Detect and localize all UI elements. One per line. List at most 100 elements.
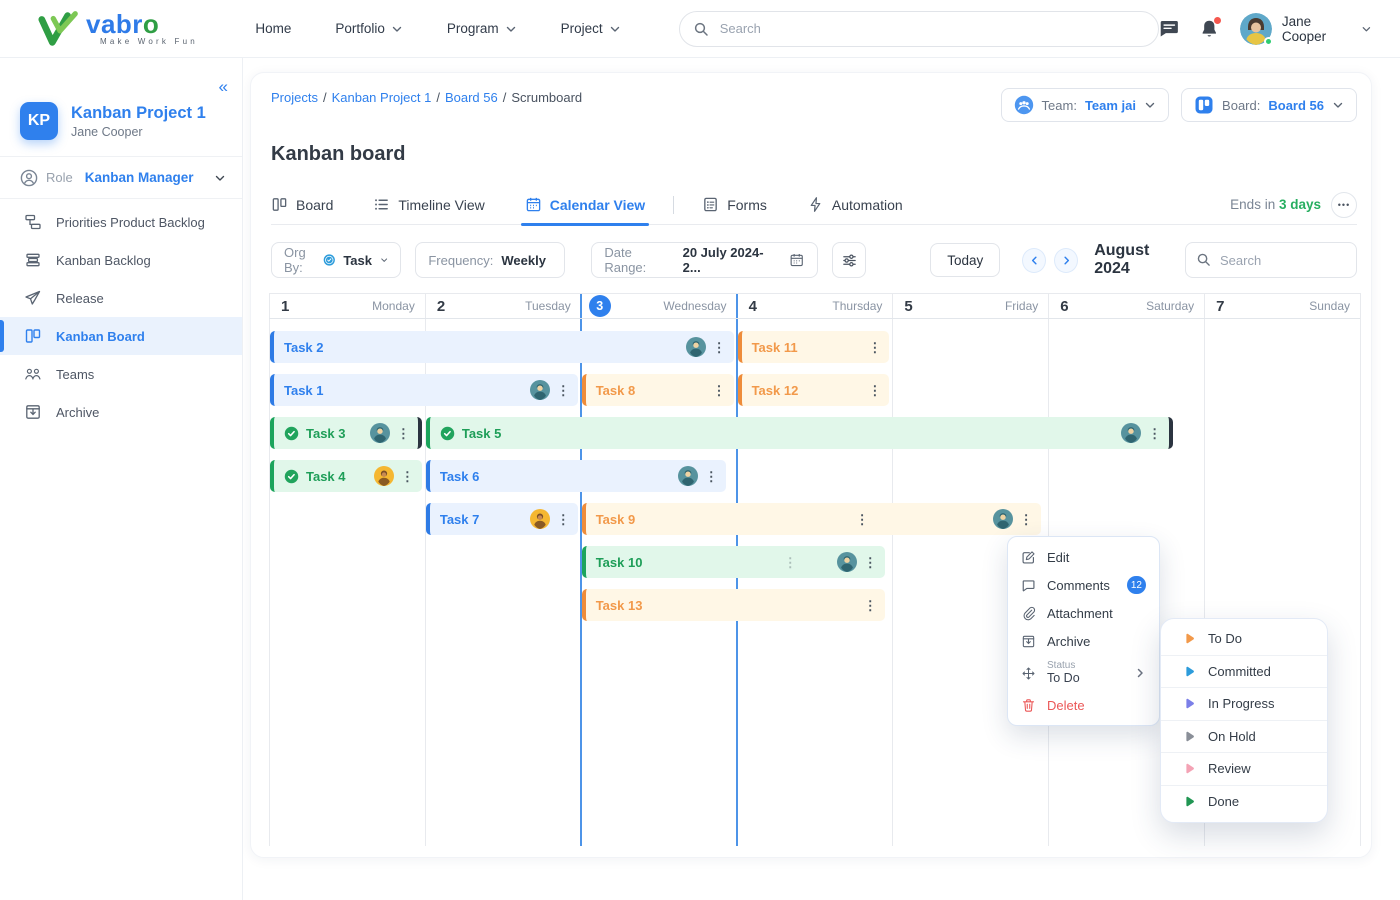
next-week-button[interactable] (1054, 247, 1079, 273)
context-menu-delete[interactable]: Delete (1008, 691, 1159, 719)
sidebar-item-teams[interactable]: Teams (0, 355, 242, 393)
status-option-in-progress[interactable]: In Progress (1161, 688, 1327, 721)
task-menu-icon[interactable]: ⋮ (1148, 425, 1162, 441)
user-menu[interactable]: Jane Cooper (1239, 12, 1372, 46)
task-menu-icon[interactable]: ⋮ (863, 554, 877, 570)
task-menu-icon[interactable]: ⋮ (400, 468, 414, 484)
tab-timeline-view[interactable]: Timeline View (373, 185, 485, 225)
task-title: Task 13 (595, 597, 643, 613)
sidebar-item-priorities-product-backlog[interactable]: Priorities Product Backlog (0, 203, 242, 241)
sidebar-item-kanban-backlog[interactable]: Kanban Backlog (0, 241, 242, 279)
task-title: Task 6 (439, 468, 480, 484)
task-bar-task-12[interactable]: Task 12 ⋮ (737, 374, 890, 406)
task-menu-icon[interactable]: ⋮ (868, 339, 882, 355)
breadcrumb-kanban-project-1[interactable]: Kanban Project 1 (331, 90, 432, 105)
tab-calendar-view[interactable]: Calendar View (520, 185, 650, 226)
today-button[interactable]: Today (930, 243, 1001, 277)
task-menu-icon[interactable]: ⋮ (868, 382, 882, 398)
edit-icon (1021, 550, 1036, 565)
global-search-input[interactable] (678, 10, 1159, 47)
task-menu-icon[interactable]: ⋮ (712, 382, 726, 398)
sidebar-collapse-icon[interactable]: « (218, 77, 228, 96)
context-menu-status[interactable]: Status To Do (1008, 655, 1159, 691)
sidebar-item-archive[interactable]: Archive (0, 393, 242, 431)
board-value: Board 56 (1268, 97, 1324, 113)
context-menu-edit[interactable]: Edit (1008, 543, 1159, 571)
task-menu-icon[interactable]: ⋮ (863, 597, 877, 613)
status-option-committed[interactable]: Committed (1161, 656, 1327, 688)
previous-week-button[interactable] (1022, 247, 1047, 273)
breadcrumb-board-56[interactable]: Board 56 (444, 90, 498, 105)
context-menu-attachment[interactable]: Attachment (1008, 599, 1159, 627)
today-date-badge: 3 (588, 295, 611, 317)
frequency-dropdown[interactable]: Frequency: Weekly (415, 242, 566, 278)
date-range-picker[interactable]: Date Range: 20 July 2024- 2... (591, 242, 818, 278)
task-bar-task-4[interactable]: Task 4 ⋮ (270, 460, 422, 492)
more-options-icon[interactable]: ••• (1331, 191, 1357, 218)
month-label: August 2024 (1094, 242, 1150, 277)
task-bar-task-5[interactable]: Task 5 ⋮ (425, 417, 1174, 449)
task-bar-task-1[interactable]: Task 1 ⋮ (270, 374, 578, 406)
task-menu-icon[interactable]: ⋮ (1019, 511, 1033, 527)
chevron-down-icon (1332, 99, 1344, 111)
kanban-backlog-icon (24, 251, 42, 269)
tab-board[interactable]: Board (271, 185, 333, 225)
task-bar-task-2[interactable]: Task 2 ⋮ (270, 331, 734, 363)
task-bar-task-3[interactable]: Task 3 ⋮ (270, 417, 422, 449)
context-menu-label: Archive (1047, 633, 1091, 649)
task-menu-icon[interactable]: ⋮ (783, 555, 797, 570)
task-menu-icon[interactable]: ⋮ (712, 339, 726, 355)
attachment-icon (1021, 606, 1036, 621)
calendar-search (1185, 242, 1357, 278)
task-bar-task-13[interactable]: Task 13 ⋮ (581, 589, 885, 621)
task-menu-icon[interactable]: ⋮ (396, 425, 410, 441)
task-menu-icon[interactable]: ⋮ (556, 511, 570, 527)
breadcrumb-scrumboard: Scrumboard (511, 90, 583, 105)
task-menu-icon[interactable]: ⋮ (556, 382, 570, 398)
teams-icon (24, 365, 42, 383)
nav-link-home[interactable]: Home (255, 21, 291, 36)
status-option-on-hold[interactable]: On Hold (1161, 721, 1327, 753)
status-option-label: On Hold (1208, 728, 1256, 744)
date-range-label: Date Range: (604, 245, 647, 275)
task-bar-task-10[interactable]: Task 10 ⋮ ⋮ (581, 546, 885, 578)
task-bar-task-9[interactable]: Task 9 ⋮ ⋮ (581, 503, 1041, 535)
sidebar-item-release[interactable]: Release (0, 279, 242, 317)
tab-label: Timeline View (398, 196, 485, 213)
assignee-avatar (685, 337, 706, 357)
task-bar-task-8[interactable]: Task 8 ⋮ (581, 374, 734, 406)
team-value: Team jai (1084, 97, 1136, 113)
role-label: Role (46, 170, 73, 185)
status-play-icon (1184, 763, 1195, 774)
status-option-label: To Do (1208, 631, 1242, 647)
task-menu-icon[interactable]: ⋮ (704, 468, 718, 484)
sidebar-item-label: Priorities Product Backlog (56, 214, 205, 230)
task-bar-task-6[interactable]: Task 6 ⋮ (425, 460, 726, 492)
team-selector[interactable]: Team: Team jai (1000, 88, 1169, 122)
breadcrumb-projects[interactable]: Projects (271, 90, 318, 105)
task-bar-task-11[interactable]: Task 11 ⋮ (737, 331, 890, 363)
context-menu-archive[interactable]: Archive (1008, 627, 1159, 655)
role-selector[interactable]: Role Kanban Manager (0, 157, 242, 199)
view-settings-button[interactable] (831, 242, 867, 278)
task-menu-icon[interactable]: ⋮ (855, 512, 869, 527)
tab-forms[interactable]: Forms (702, 185, 767, 225)
tab-automation[interactable]: Automation (807, 185, 903, 225)
status-option-to-do[interactable]: To Do (1161, 623, 1327, 656)
breadcrumb: Projects / Kanban Project 1 / Board 56 / Scrum… (271, 90, 582, 105)
nav-link-program[interactable]: Program (447, 21, 517, 36)
nav-link-portfolio[interactable]: Portfolio (335, 21, 403, 36)
calendar-search-input[interactable] (1185, 242, 1357, 278)
vabro-logo[interactable]: vabro Make Work Fun (38, 11, 227, 47)
status-option-done[interactable]: Done (1161, 786, 1327, 819)
sidebar-item-kanban-board[interactable]: Kanban Board (0, 317, 242, 355)
context-menu-comments[interactable]: Comments 12 (1008, 571, 1159, 599)
org-by-dropdown[interactable]: Org By: Task (271, 242, 402, 278)
task-bar-task-7[interactable]: Task 7 ⋮ (425, 503, 578, 535)
status-option-review[interactable]: Review (1161, 753, 1327, 786)
board-selector[interactable]: Board: Board 56 (1181, 88, 1357, 122)
notifications-bell-icon[interactable] (1199, 16, 1221, 39)
messages-icon[interactable] (1159, 19, 1180, 39)
day-number: 5 (904, 297, 913, 315)
nav-link-project[interactable]: Project (561, 21, 621, 36)
